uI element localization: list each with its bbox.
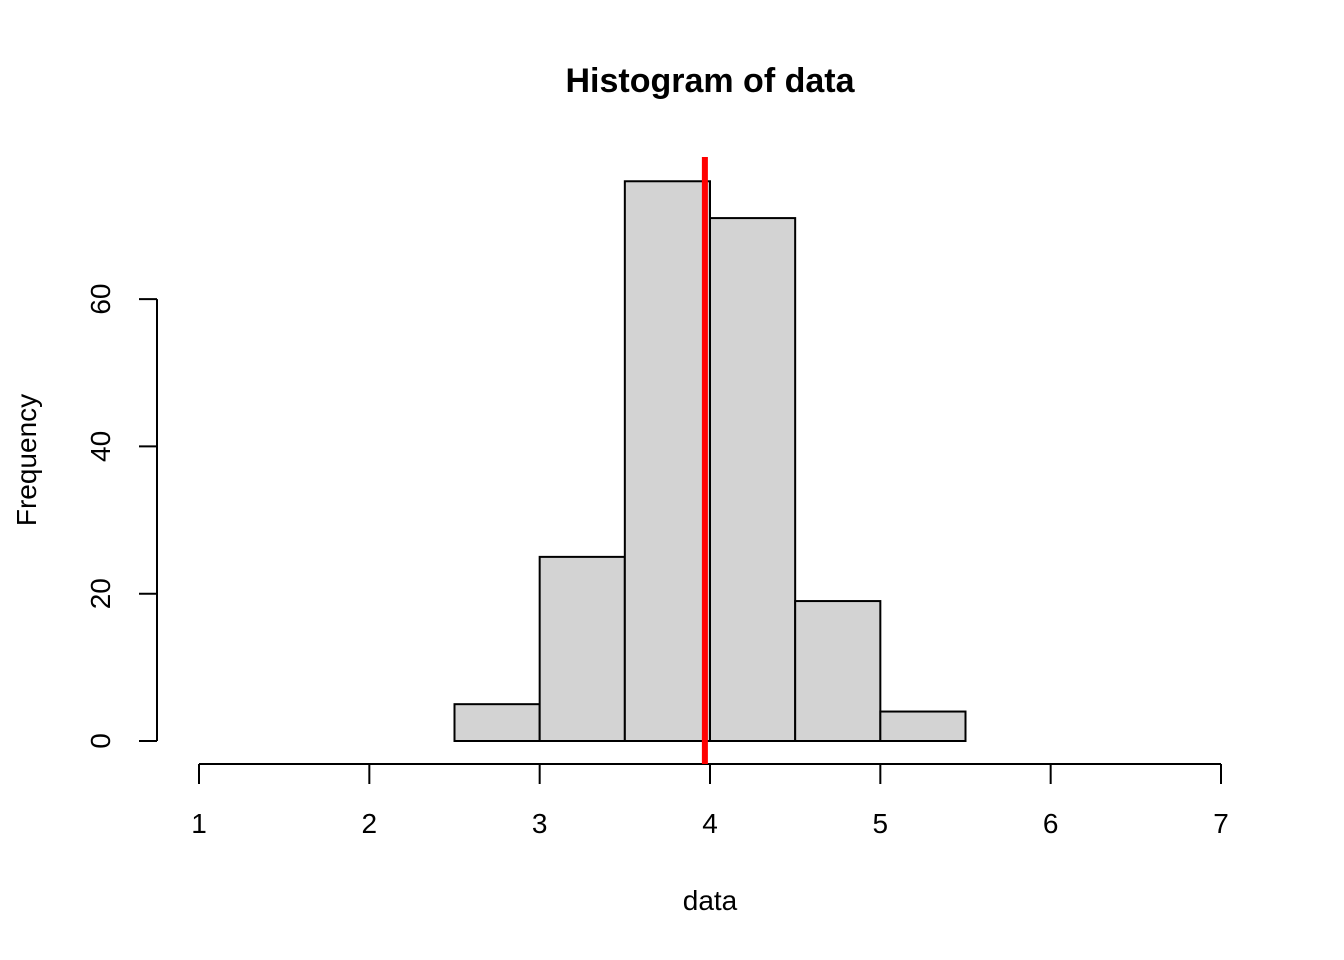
- x-tick-label: 7: [1213, 808, 1229, 839]
- x-tick-label: 2: [362, 808, 378, 839]
- chart-title: Histogram of data: [565, 62, 855, 100]
- histogram-bar: [709, 217, 797, 742]
- x-tick-label: 1: [191, 808, 207, 839]
- bars-group: [453, 180, 967, 742]
- x-tick-label: 5: [873, 808, 889, 839]
- y-tick-label: 20: [85, 578, 116, 609]
- histogram-bar: [453, 703, 541, 742]
- x-axis-label: data: [683, 885, 738, 916]
- x-tick-label: 4: [702, 808, 718, 839]
- histogram-bar: [538, 555, 626, 742]
- x-tick-label: 6: [1043, 808, 1059, 839]
- histogram-bar: [879, 710, 967, 742]
- y-tick-label: 0: [85, 733, 116, 749]
- histogram-bar: [623, 180, 711, 742]
- histogram-bar: [794, 600, 882, 742]
- y-axis-label: Frequency: [11, 394, 42, 526]
- y-tick-label: 60: [85, 284, 116, 315]
- y-tick-label: 40: [85, 431, 116, 462]
- x-axis: 1 2 3 4 5 6 7: [191, 763, 1229, 839]
- x-tick-label: 3: [532, 808, 548, 839]
- y-axis: 0 20 40 60: [85, 284, 158, 749]
